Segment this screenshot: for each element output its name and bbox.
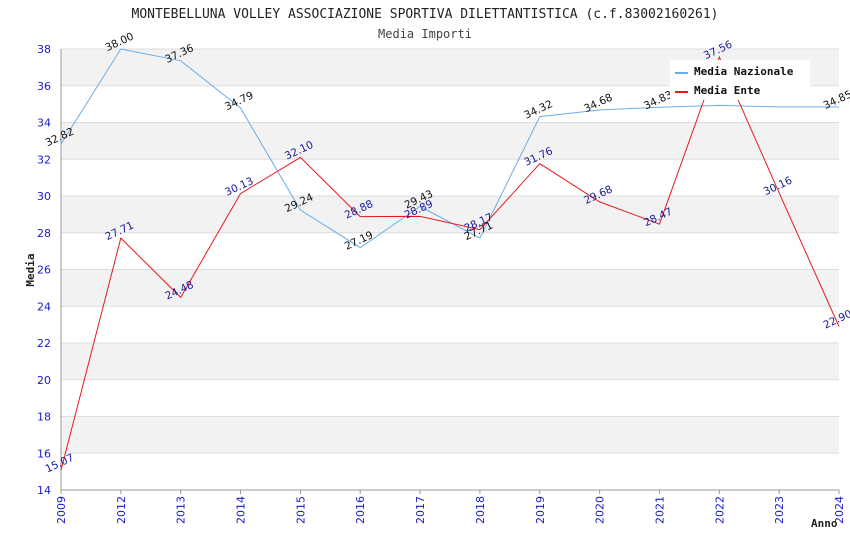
grid-band [61, 196, 839, 233]
data-label: 30.16 [762, 174, 795, 198]
x-axis-label: Anno [811, 517, 838, 530]
x-tick-label: 2022 [713, 496, 726, 524]
grid-bands [61, 49, 839, 454]
y-tick-label: 34 [37, 117, 51, 130]
x-tick-label: 2013 [175, 496, 188, 524]
grid-band [61, 416, 839, 454]
x-tick-label: 2024 [833, 496, 846, 524]
y-tick-label: 36 [37, 80, 51, 93]
series-line-media-nazionale [60, 48, 839, 249]
grid-band [61, 122, 839, 160]
legend-label: Media Ente [694, 84, 761, 97]
x-tick-label: 2021 [653, 496, 666, 524]
x-tick-label: 2009 [55, 496, 68, 524]
x-tick-label: 2014 [235, 496, 248, 524]
y-tick-label: 18 [37, 411, 51, 424]
y-tick-label: 16 [37, 447, 51, 460]
x-tick-label: 2012 [115, 496, 128, 524]
legend: Media Nazionale Media Ente [670, 60, 810, 100]
axes [60, 49, 840, 494]
y-tick-label: 38 [37, 43, 51, 56]
y-tick-label: 24 [37, 300, 51, 313]
y-axis-label: Media [24, 253, 37, 286]
data-label: 34.79 [223, 89, 255, 113]
y-tick-label: 26 [37, 264, 51, 277]
data-label: 34.83 [642, 89, 674, 113]
y-tick-label: 28 [37, 227, 51, 240]
chart-subtitle: Media Importi [378, 27, 472, 41]
x-tick-label: 2016 [354, 496, 367, 524]
y-tick-label: 22 [37, 337, 51, 350]
x-tick-label: 2015 [294, 496, 307, 524]
x-tick-label: 2017 [414, 496, 427, 524]
y-tick-label: 30 [37, 190, 51, 203]
grid-lines [61, 48, 839, 491]
x-tick-label: 2023 [773, 496, 786, 524]
chart-title: MONTEBELLUNA VOLLEY ASSOCIAZIONE SPORTIV… [132, 7, 719, 22]
series-line-media-ente [60, 55, 840, 471]
y-tick-label: 14 [37, 484, 51, 497]
legend-box [670, 60, 810, 100]
y-tick-label: 20 [37, 374, 51, 387]
x-tick-label: 2020 [594, 496, 607, 524]
data-label: 34.68 [582, 91, 614, 115]
y-tick-label: 32 [37, 153, 51, 166]
grid-band [61, 343, 839, 380]
x-tick-labels: 2009 2012 2013 2014 2015 2016 2017 2018 2019 2020… [55, 496, 846, 524]
y-tick-labels: 14 16 18 20 22 24 26 28 30 32 34 36 38 [37, 43, 51, 497]
data-label: 34.85 [822, 88, 850, 112]
legend-label: Media Nazionale [694, 65, 794, 78]
x-tick-label: 2018 [474, 496, 487, 524]
series-lines [60, 48, 840, 471]
grid-band [61, 269, 839, 307]
x-tick-label: 2019 [534, 496, 547, 524]
data-label: 22.90 [822, 308, 850, 332]
